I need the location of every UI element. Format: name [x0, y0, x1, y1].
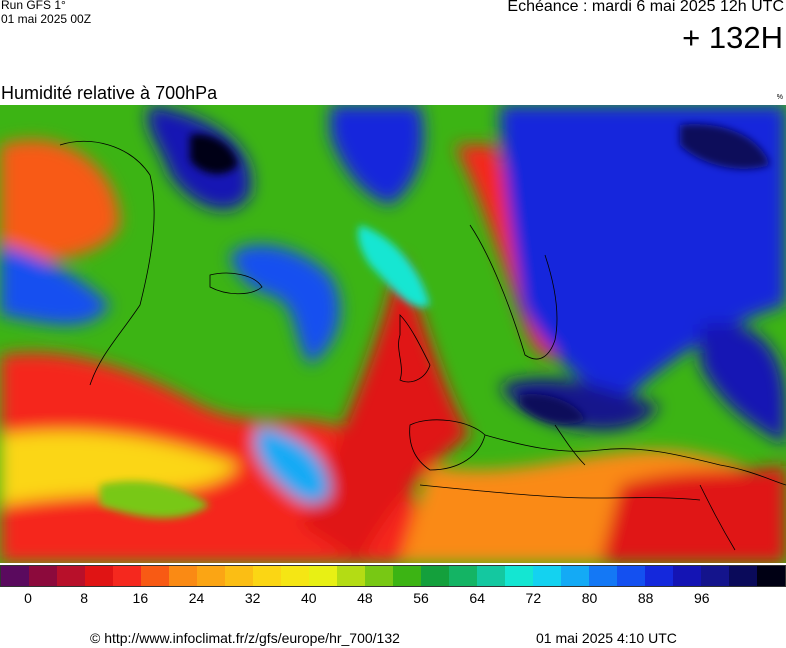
valid-time: Echéance : mardi 6 mai 2025 12h UTC	[507, 0, 784, 15]
legend-swatch	[113, 566, 141, 586]
legend-swatch	[421, 566, 449, 586]
legend-tick-label: 24	[188, 590, 205, 606]
legend-tick-label: 96	[693, 590, 710, 606]
very-moist-core-northeast	[680, 124, 770, 169]
coastline-italy	[554, 424, 586, 466]
green-band-africa	[100, 481, 210, 519]
very-moist-core-east	[520, 394, 585, 425]
moist-band-west	[0, 245, 110, 325]
legend-swatch	[645, 566, 673, 586]
moist-band-southwest	[254, 425, 330, 504]
legend-tick-label: 32	[244, 590, 261, 606]
legend-swatch	[393, 566, 421, 586]
legend-swatch	[141, 566, 169, 586]
moist-region-northwest	[330, 105, 424, 205]
generated-time: 01 mai 2025 4:10 UTC	[536, 630, 677, 646]
coastline-iceland	[209, 272, 263, 295]
legend-swatch	[757, 566, 785, 586]
legend-swatch	[561, 566, 589, 586]
lead-time: + 132H	[682, 20, 783, 55]
coastline-greenland	[59, 140, 155, 386]
unit-label: %	[776, 94, 783, 101]
legend-swatch	[29, 566, 57, 586]
cyan-band	[358, 225, 430, 307]
legend-swatch	[309, 566, 337, 586]
legend-tick-label: 72	[525, 590, 542, 606]
legend-tick-label: 0	[24, 590, 32, 606]
legend-swatch	[365, 566, 393, 586]
legend-tick-label: 80	[581, 590, 598, 606]
coastline-mediterranean	[484, 434, 786, 486]
dry-region-east	[600, 465, 786, 563]
legend-swatch	[253, 566, 281, 586]
dry-region-north-atlantic	[0, 139, 120, 275]
run-model: Run GFS 1°	[1, 0, 66, 12]
coastline-red-sea	[699, 484, 736, 551]
moist-region-central-europe	[500, 378, 660, 431]
legend-swatch	[533, 566, 561, 586]
coastline-british-isles	[398, 314, 431, 383]
moist-spiral-atlantic	[230, 244, 341, 365]
legend-swatch	[617, 566, 645, 586]
legend-swatch	[169, 566, 197, 586]
legend-tick-label: 88	[637, 590, 654, 606]
legend-tick-label: 8	[80, 590, 89, 606]
source-url: © http://www.infoclimat.fr/z/gfs/europe/…	[90, 630, 400, 646]
legend-swatch	[337, 566, 365, 586]
coastline-iberia	[409, 419, 486, 471]
legend-swatch	[449, 566, 477, 586]
dry-band-center	[300, 255, 470, 563]
legend-tick-label: 16	[132, 590, 149, 606]
legend-swatch	[477, 566, 505, 586]
humidity-map	[0, 105, 786, 563]
legend-swatch	[729, 566, 757, 586]
run-date: 01 mai 2025 00Z	[1, 12, 92, 26]
yellow-band-west	[0, 431, 240, 505]
legend-swatch	[281, 566, 309, 586]
legend-swatch	[673, 566, 701, 586]
legend-swatch	[225, 566, 253, 586]
coastline-scandinavia	[469, 224, 558, 360]
map-title: Humidité relative à 700hPa	[1, 83, 218, 103]
legend-swatch	[1, 566, 29, 586]
legend-swatch	[701, 566, 729, 586]
legend-swatch	[589, 566, 617, 586]
legend-swatch	[85, 566, 113, 586]
very-moist-core-north	[190, 134, 238, 175]
legend-tick-label: 48	[357, 590, 373, 606]
legend-swatch	[197, 566, 225, 586]
legend-tick-label: 56	[413, 590, 429, 606]
legend-tick-label: 40	[300, 590, 317, 606]
color-legend	[0, 565, 786, 587]
coastline-north-africa	[419, 484, 701, 501]
legend-swatch	[57, 566, 85, 586]
legend-tick-label: 64	[469, 590, 485, 606]
moist-region-east	[700, 322, 786, 445]
legend-swatch	[505, 566, 533, 586]
legend-ticks: 0 8 16 24 32 40 48 56 64 72 80 88 96	[0, 590, 786, 608]
